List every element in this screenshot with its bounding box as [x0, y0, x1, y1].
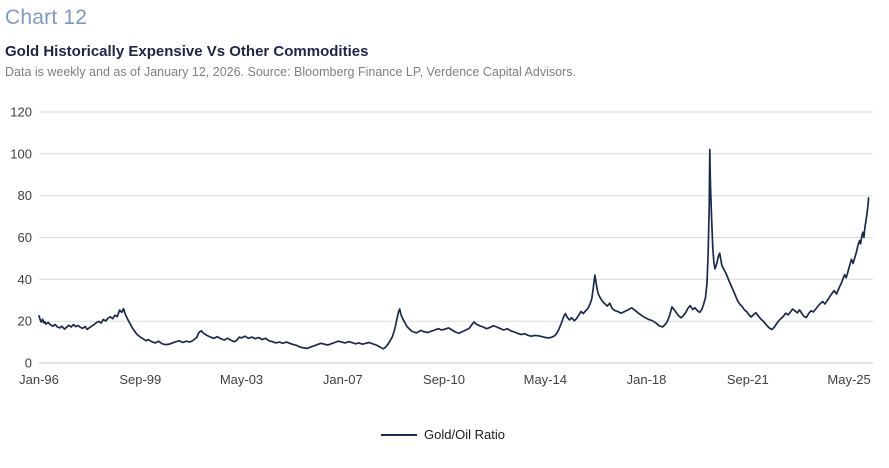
y-tick-label: 0 [25, 356, 32, 371]
gold-oil-ratio-line [38, 148, 870, 350]
line-chart-svg: 0 20 40 60 80 100 120 Jan-96 Sep-99 May-03 Jan-07 S… [10, 105, 873, 387]
legend-line-swatch [381, 433, 418, 436]
chart-area: 0 20 40 60 80 100 120 Jan-96 Sep-99 May-03 Jan-07 S… [5, 105, 881, 395]
x-tick-label: Sep-99 [119, 372, 161, 387]
x-tick-label: Jan-07 [323, 372, 363, 387]
x-tick-label: Jan-18 [627, 372, 667, 387]
y-tick-label: 60 [18, 230, 32, 245]
y-tick-label: 20 [18, 314, 32, 329]
y-tick-label: 120 [10, 105, 32, 120]
y-tick-label: 40 [18, 272, 32, 287]
y-tick-label: 80 [18, 188, 32, 203]
page-title: Gold Historically Expensive Vs Other Com… [5, 43, 369, 60]
report-page: Chart 12 Gold Historically Expensive Vs … [5, 6, 881, 442]
x-tick-label: May-14 [524, 372, 567, 387]
chart-legend: Gold/Oil Ratio [5, 427, 881, 442]
x-tick-label: Sep-21 [727, 372, 769, 387]
x-tick-label: Sep-10 [423, 372, 465, 387]
x-tick-label: Jan-96 [19, 372, 59, 387]
chart-source-note: Data is weekly and as of January 12, 202… [5, 65, 576, 79]
chart-number: Chart 12 [5, 6, 88, 29]
y-tick-label: 100 [10, 146, 32, 161]
x-tick-label: May-25 [827, 372, 870, 387]
legend-label: Gold/Oil Ratio [424, 427, 505, 442]
x-tick-label: May-03 [220, 372, 263, 387]
